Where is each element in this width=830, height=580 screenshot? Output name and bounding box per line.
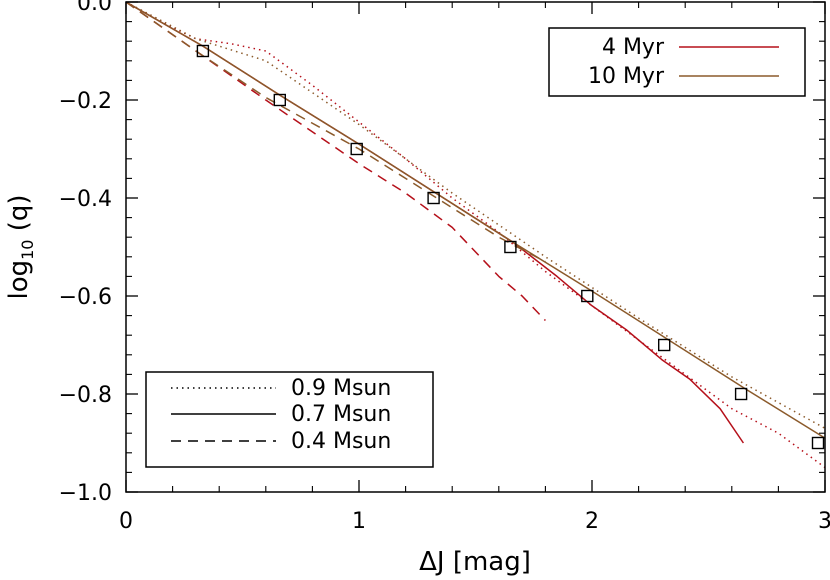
marker-4 bbox=[504, 240, 517, 254]
legend-age-label-1: 10 Myr bbox=[588, 64, 665, 89]
y-tick-label-5: −1.0 bbox=[59, 481, 112, 506]
marker-5 bbox=[581, 289, 594, 303]
legend-age-box bbox=[548, 27, 806, 97]
y-tick-label-3: −0.6 bbox=[59, 285, 112, 310]
y-tick-label-1: −0.2 bbox=[59, 89, 112, 114]
legend-mass-label-0: 0.9 Msun bbox=[291, 376, 391, 401]
x-tick-label-1: 1 bbox=[352, 509, 366, 534]
legend-age: 4 Myr 10 Myr bbox=[548, 27, 806, 97]
legend-mass: 0.9 Msun 0.7 Msun 0.4 Msun bbox=[145, 371, 434, 468]
series-line-0 bbox=[125, 1, 826, 469]
x-tick-label-0: 0 bbox=[119, 509, 133, 534]
y-tick-label-0: 0.0 bbox=[77, 0, 112, 16]
marker-0 bbox=[196, 44, 210, 58]
y-axis-label-main: log bbox=[4, 260, 34, 300]
y-tick-label-2: −0.4 bbox=[59, 187, 112, 212]
y-tick-label-4: −0.8 bbox=[59, 383, 112, 408]
y-axis-label-rest: (q) bbox=[4, 194, 34, 239]
x-tick-label-2: 2 bbox=[585, 509, 599, 534]
series-line-3 bbox=[125, 1, 826, 439]
x-axis-label: ΔJ [mag] bbox=[419, 547, 531, 577]
marker-1 bbox=[273, 93, 286, 107]
legend-mass-label-2: 0.4 Msun bbox=[291, 429, 391, 454]
marker-8 bbox=[811, 436, 825, 450]
series-line-4 bbox=[125, 1, 546, 322]
marker-7 bbox=[734, 387, 748, 401]
x-tick-label-3: 3 bbox=[818, 509, 830, 534]
y-axis-label-sub: 10 bbox=[18, 240, 37, 260]
legend-age-label-0: 4 Myr bbox=[602, 35, 665, 60]
marker-3 bbox=[427, 191, 440, 205]
series-line-1 bbox=[125, 1, 826, 429]
plot-frame bbox=[125, 1, 826, 493]
tick-layer: 0 1 2 3 0.0 −0.2 −0.4 −0.6 −0.8 −1.0 bbox=[59, 0, 830, 534]
marker-layer bbox=[196, 44, 825, 450]
series-line-5 bbox=[125, 1, 546, 263]
marker-6 bbox=[658, 338, 671, 352]
y-axis-label: log10 (q) bbox=[4, 194, 37, 299]
marker-2 bbox=[350, 142, 363, 156]
legend-mass-label-1: 0.7 Msun bbox=[291, 402, 391, 427]
